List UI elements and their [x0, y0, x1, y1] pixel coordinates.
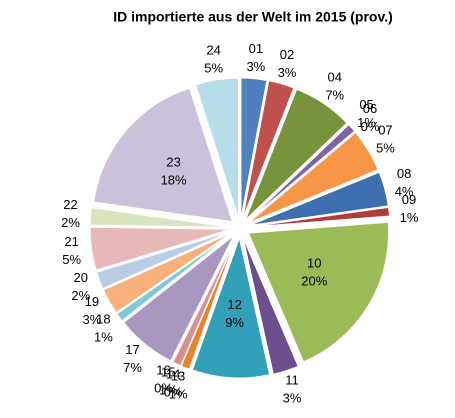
- pie-slice: [194, 77, 239, 219]
- slice-value-label: 18%: [161, 173, 187, 188]
- slice-value-label: 5%: [62, 252, 81, 267]
- slice-value-label: 7%: [325, 87, 344, 102]
- slice-category-label: 10: [307, 255, 321, 270]
- slice-category-label: 05: [359, 97, 373, 112]
- slice-category-label: 11: [285, 372, 299, 387]
- slice-value-label: 5%: [204, 60, 223, 75]
- pie-slice: [191, 236, 271, 379]
- slice-category-label: 09: [402, 192, 416, 207]
- slice-value-label: 1%: [94, 330, 113, 345]
- chart-title: ID importierte aus der Welt im 2015 (pro…: [113, 9, 393, 25]
- slice-category-label: 13: [171, 369, 185, 384]
- slice-category-label: 24: [206, 42, 220, 57]
- pie-slice: [245, 88, 348, 221]
- slice-category-label: 01: [249, 41, 263, 56]
- slice-category-label: 12: [227, 297, 241, 312]
- slice-value-label: 0%: [154, 380, 173, 395]
- slice-value-label: 3%: [83, 312, 102, 327]
- slice-category-label: 06: [363, 101, 377, 116]
- pie-slice: [102, 232, 232, 314]
- slice-category-label: 08: [397, 166, 411, 181]
- slice-value-label: 0%: [164, 385, 183, 400]
- slice-value-label: 2%: [71, 288, 90, 303]
- slice-category-label: 23: [166, 155, 180, 170]
- pie-slice: [93, 87, 234, 223]
- slice-category-label: 02: [280, 47, 294, 62]
- pie-slice: [116, 233, 233, 322]
- slice-category-label: 15: [161, 365, 175, 380]
- slice-category-label: 17: [125, 342, 139, 357]
- slice-value-label: 5%: [376, 140, 395, 155]
- pie-slice: [89, 226, 231, 271]
- pie-slice: [240, 77, 268, 219]
- pie-slice: [242, 237, 299, 375]
- slice-category-label: 07: [378, 122, 392, 137]
- slice-value-label: 4%: [395, 184, 414, 199]
- slice-category-label: 18: [96, 312, 110, 327]
- pie-slice: [172, 236, 236, 363]
- pie-slice: [123, 235, 235, 362]
- slice-value-label: 1%: [159, 383, 178, 398]
- pie-slice: [89, 207, 231, 228]
- slice-value-label: 2%: [61, 215, 80, 230]
- pie-slice: [249, 171, 389, 226]
- slice-value-label: 1%: [400, 210, 419, 225]
- slice-category-label: 16: [156, 362, 170, 377]
- slice-category-label: 21: [64, 234, 78, 249]
- slice-category-label: 22: [63, 197, 77, 212]
- slice-value-label: 0%: [361, 119, 380, 134]
- slice-value-label: 3%: [283, 390, 302, 405]
- slice-value-label: 3%: [278, 65, 297, 80]
- slice-category-label: 20: [74, 270, 88, 285]
- slice-category-label: 19: [85, 294, 99, 309]
- pie-slice: [249, 206, 391, 228]
- slice-value-label: 1%: [169, 387, 188, 402]
- pie-slice: [96, 231, 231, 290]
- slice-value-label: 20%: [301, 273, 327, 288]
- pie-slice: [248, 131, 379, 224]
- slice-category-label: 14: [166, 367, 180, 382]
- slice-value-label: 1%: [357, 115, 376, 130]
- pie-slice: [242, 80, 295, 219]
- slice-value-label: 9%: [225, 315, 244, 330]
- slice-value-label: 7%: [123, 360, 142, 375]
- slice-category-label: 04: [327, 69, 341, 84]
- slice-value-label: 3%: [246, 59, 265, 74]
- pie-slice: [247, 221, 390, 363]
